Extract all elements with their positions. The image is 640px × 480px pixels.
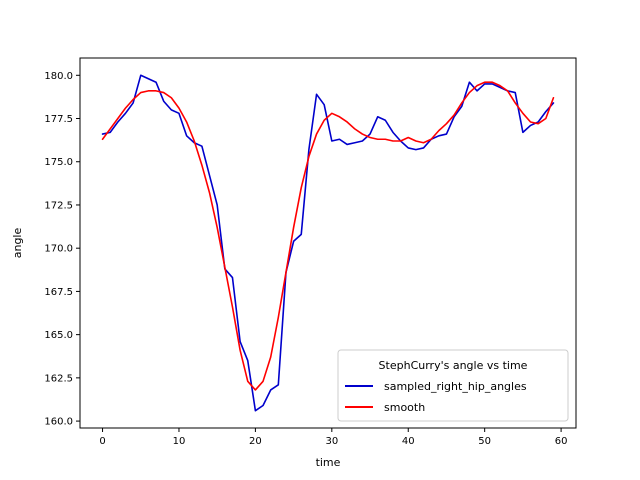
x-tick-label: 50 xyxy=(478,436,491,447)
y-tick-label: 165.0 xyxy=(44,330,73,341)
legend-box xyxy=(337,349,569,422)
plot-frame xyxy=(79,57,577,429)
legend: StephCurry's angle vs time sampled_right… xyxy=(337,349,569,422)
x-tick-label: 20 xyxy=(249,436,262,447)
x-axis: 0 10 20 30 40 50 60 xyxy=(99,428,567,447)
legend-label-smooth: smooth xyxy=(384,401,425,414)
series-line-sampled-right-hip-angles xyxy=(101,74,555,412)
series-line-smooth xyxy=(101,81,555,391)
y-tick-label: 167.5 xyxy=(44,287,73,298)
series-layer xyxy=(101,74,555,412)
y-tick-label: 170.0 xyxy=(44,244,73,255)
x-tick-label: 0 xyxy=(99,436,105,447)
y-tick-label: 162.5 xyxy=(44,373,73,384)
legend-title: StephCurry's angle vs time xyxy=(379,359,528,372)
y-tick-label: 180.0 xyxy=(44,71,73,82)
y-axis-label: angle xyxy=(11,228,24,259)
legend-label-sampled-right-hip-angles: sampled_right_hip_angles xyxy=(384,380,527,393)
y-axis: 160.0 162.5 165.0 167.5 170.0 172.5 175.0 177.5… xyxy=(44,71,80,428)
x-tick-label: 40 xyxy=(402,436,415,447)
y-tick-label: 175.0 xyxy=(44,157,73,168)
y-tick-label: 172.5 xyxy=(44,200,73,211)
x-tick-label: 30 xyxy=(325,436,338,447)
x-tick-label: 10 xyxy=(173,436,186,447)
y-tick-label: 177.5 xyxy=(44,114,73,125)
x-tick-label: 60 xyxy=(555,436,568,447)
y-tick-label: 160.0 xyxy=(44,417,73,428)
x-axis-label: time xyxy=(316,456,341,469)
